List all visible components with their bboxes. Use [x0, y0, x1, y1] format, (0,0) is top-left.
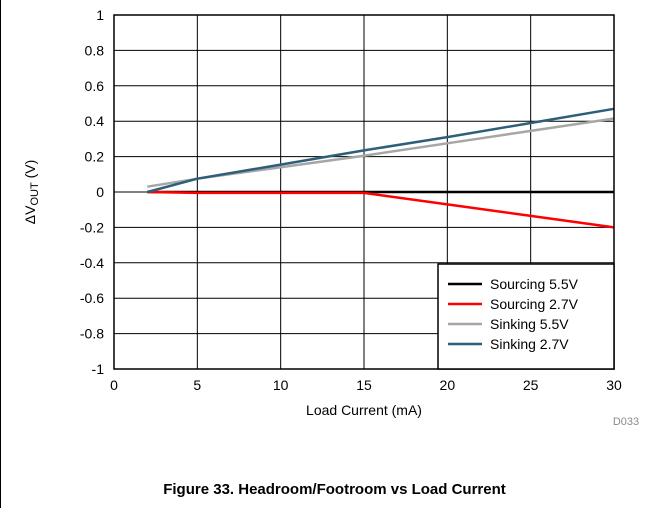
y-tick-label: 0 — [96, 184, 104, 200]
x-tick-label: 20 — [440, 377, 456, 393]
y-tick-label: 0.8 — [85, 42, 105, 58]
x-tick-label: 10 — [273, 377, 289, 393]
y-tick-label: -0.4 — [80, 255, 104, 271]
legend: Sourcing 5.5V Sourcing 2.7V Sinking 5.5V Si… — [437, 263, 615, 370]
y-tick-label: 0.2 — [85, 149, 105, 165]
x-tick-label: 15 — [356, 377, 372, 393]
y-tick-label: 0.6 — [85, 78, 105, 94]
y-axis-label: ΔVOUT (V) — [22, 160, 41, 225]
x-tick-label: 25 — [523, 377, 539, 393]
chart: 0 5 10 15 20 25 30 -1 -0.8 -0.6 -0.4 -0.2 0 0.2 0.4 0.6… — [22, 7, 639, 428]
y-tick-label: -0.6 — [80, 290, 104, 306]
legend-label: Sourcing 5.5V — [490, 276, 579, 292]
series-lines — [146, 107, 615, 229]
y-axis-label-subscript: OUT — [29, 182, 41, 206]
plot-frame — [113, 14, 615, 370]
page-left-border — [0, 0, 1, 508]
y-axis-label-unit: (V) — [22, 160, 38, 183]
x-axis-label: Load Current (mA) — [306, 402, 422, 418]
y-tick-label: 1 — [96, 7, 104, 23]
x-tick-label: 0 — [110, 377, 118, 393]
legend-box — [437, 263, 615, 370]
x-tick-label: 5 — [193, 377, 201, 393]
tick-labels: 0 5 10 15 20 25 30 -1 -0.8 -0.6 -0.4 -0.2 0 0.2 0.4 0.6… — [80, 7, 622, 393]
x-tick-label: 30 — [606, 377, 622, 393]
y-tick-label: -0.2 — [80, 219, 104, 235]
y-tick-label: 0.4 — [85, 113, 105, 129]
legend-label: Sourcing 2.7V — [490, 296, 579, 312]
series-line-3 — [146, 107, 615, 194]
series-line-1 — [147, 190, 615, 229]
y-axis-label-main: ΔV — [22, 205, 38, 224]
y-tick-label: -0.8 — [80, 326, 104, 342]
figure-caption: Figure 33. Headroom/Footroom vs Load Cur… — [163, 481, 506, 498]
y-tick-label: -1 — [92, 361, 105, 377]
legend-label: Sinking 2.7V — [490, 336, 569, 352]
legend-label: Sinking 5.5V — [490, 316, 569, 332]
figure-code: D033 — [613, 416, 639, 428]
